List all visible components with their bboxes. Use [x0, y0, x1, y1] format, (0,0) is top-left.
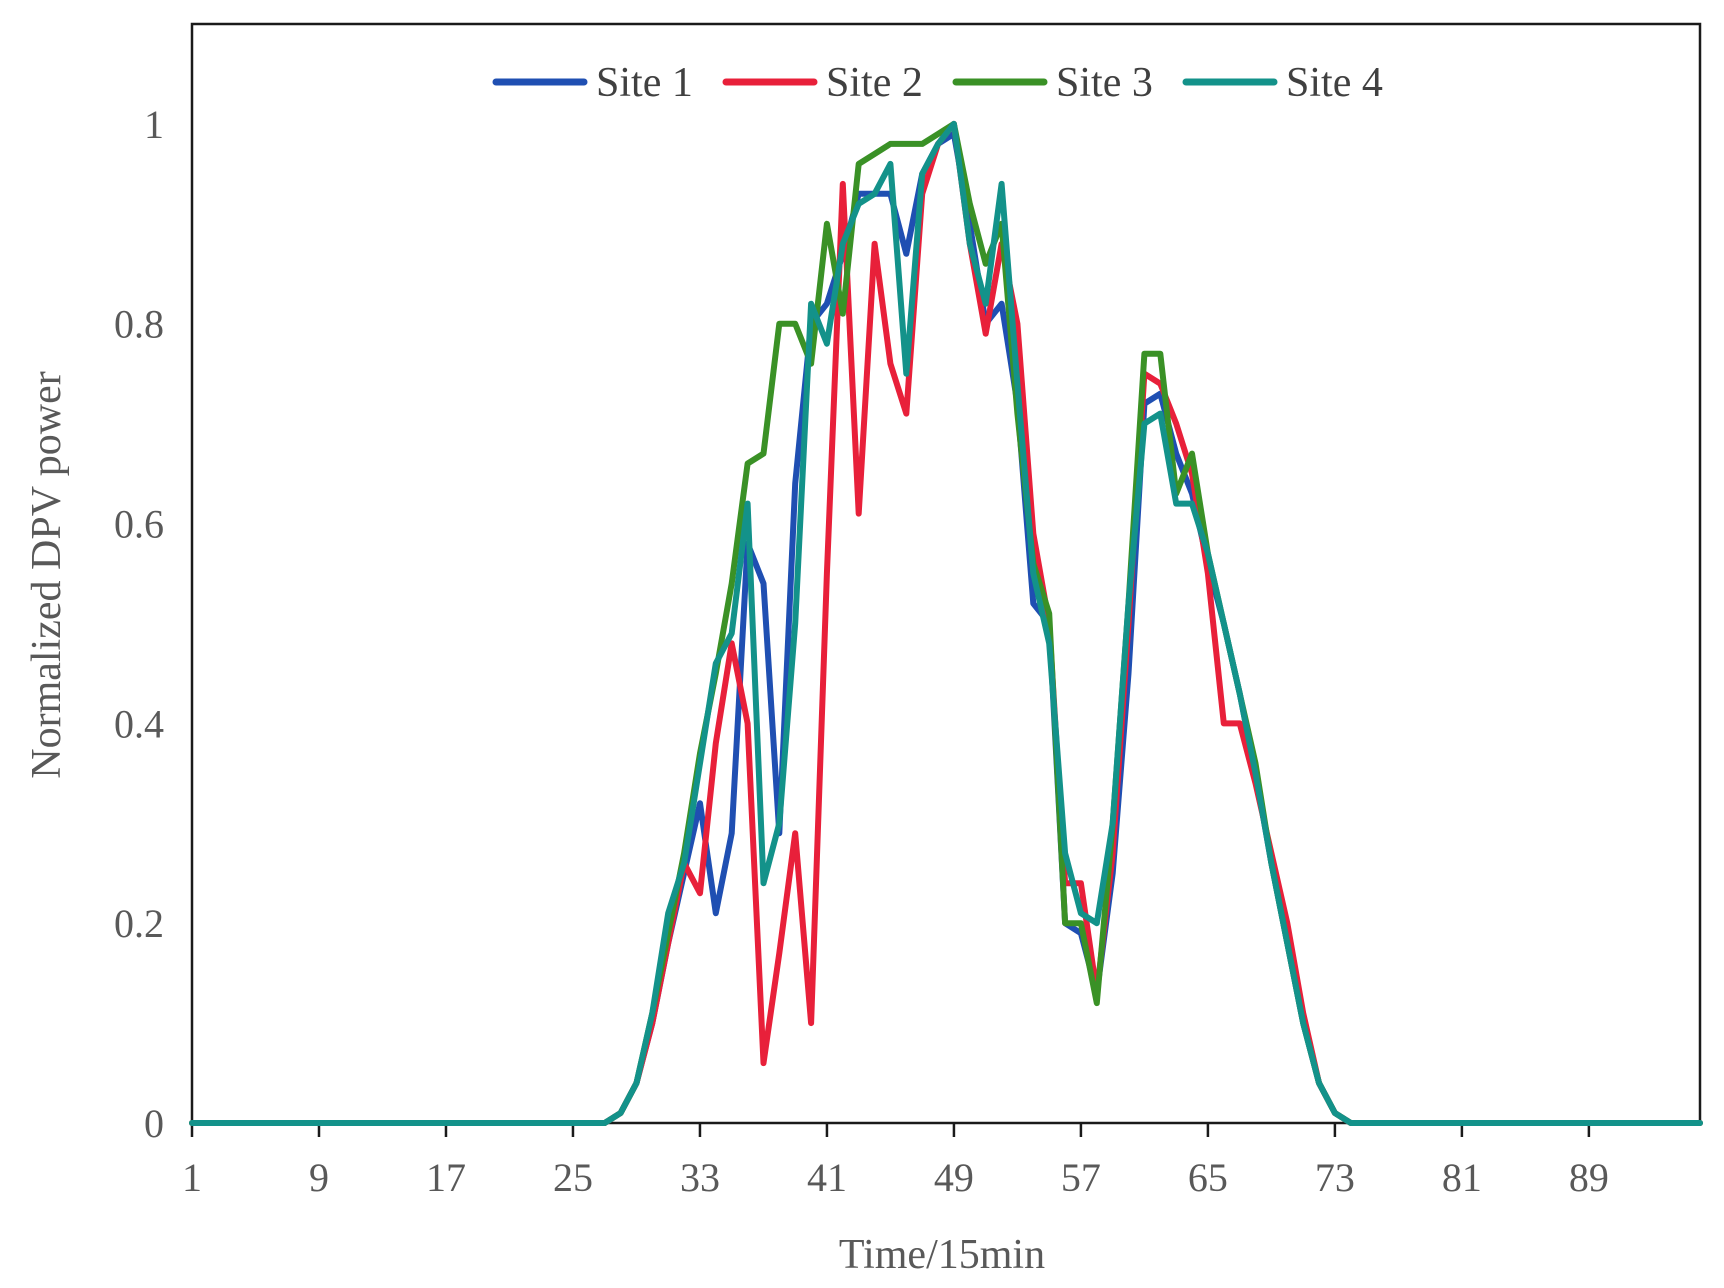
- y-tick-label: 0.2: [114, 901, 164, 946]
- legend-item: Site 3: [952, 60, 1153, 106]
- x-tick-label: 25: [553, 1155, 593, 1200]
- x-tick-label: 33: [680, 1155, 720, 1200]
- x-tick-label: 57: [1061, 1155, 1101, 1200]
- x-axis-title: Time/15min: [839, 1232, 1045, 1278]
- series-line-site-3: [189, 120, 1703, 1126]
- series-line-site-2: [189, 120, 1703, 1126]
- legend-label: Site 3: [1056, 60, 1153, 106]
- legend-label: Site 4: [1286, 60, 1383, 106]
- x-tick-label: 65: [1188, 1155, 1228, 1200]
- y-tick-label: 0.8: [114, 302, 164, 347]
- series-line-site-4: [189, 120, 1703, 1126]
- x-tick-label: 49: [934, 1155, 974, 1200]
- y-tick-label: 0: [144, 1101, 164, 1146]
- legend-item: Site 1: [492, 60, 693, 106]
- legend-label: Site 2: [826, 60, 923, 106]
- x-tick-label: 17: [426, 1155, 466, 1200]
- y-tick-label: 0.4: [114, 701, 164, 746]
- legend-label: Site 1: [596, 60, 693, 106]
- legend-item: Site 4: [1182, 60, 1383, 106]
- y-axis-title: Normalized DPV power: [24, 371, 70, 778]
- series-line-site-1: [189, 130, 1703, 1126]
- x-tick-label: 1: [182, 1155, 202, 1200]
- x-tick-label: 9: [309, 1155, 329, 1200]
- legend-item: Site 2: [722, 60, 923, 106]
- plot-frame: [190, 22, 1702, 1125]
- x-tick-label: 81: [1442, 1155, 1482, 1200]
- y-tick-label: 1: [144, 102, 164, 147]
- x-tick-label: 73: [1315, 1155, 1355, 1200]
- x-tick-label: 89: [1569, 1155, 1609, 1200]
- y-tick-label: 0.6: [114, 502, 164, 547]
- x-tick-label: 41: [807, 1155, 847, 1200]
